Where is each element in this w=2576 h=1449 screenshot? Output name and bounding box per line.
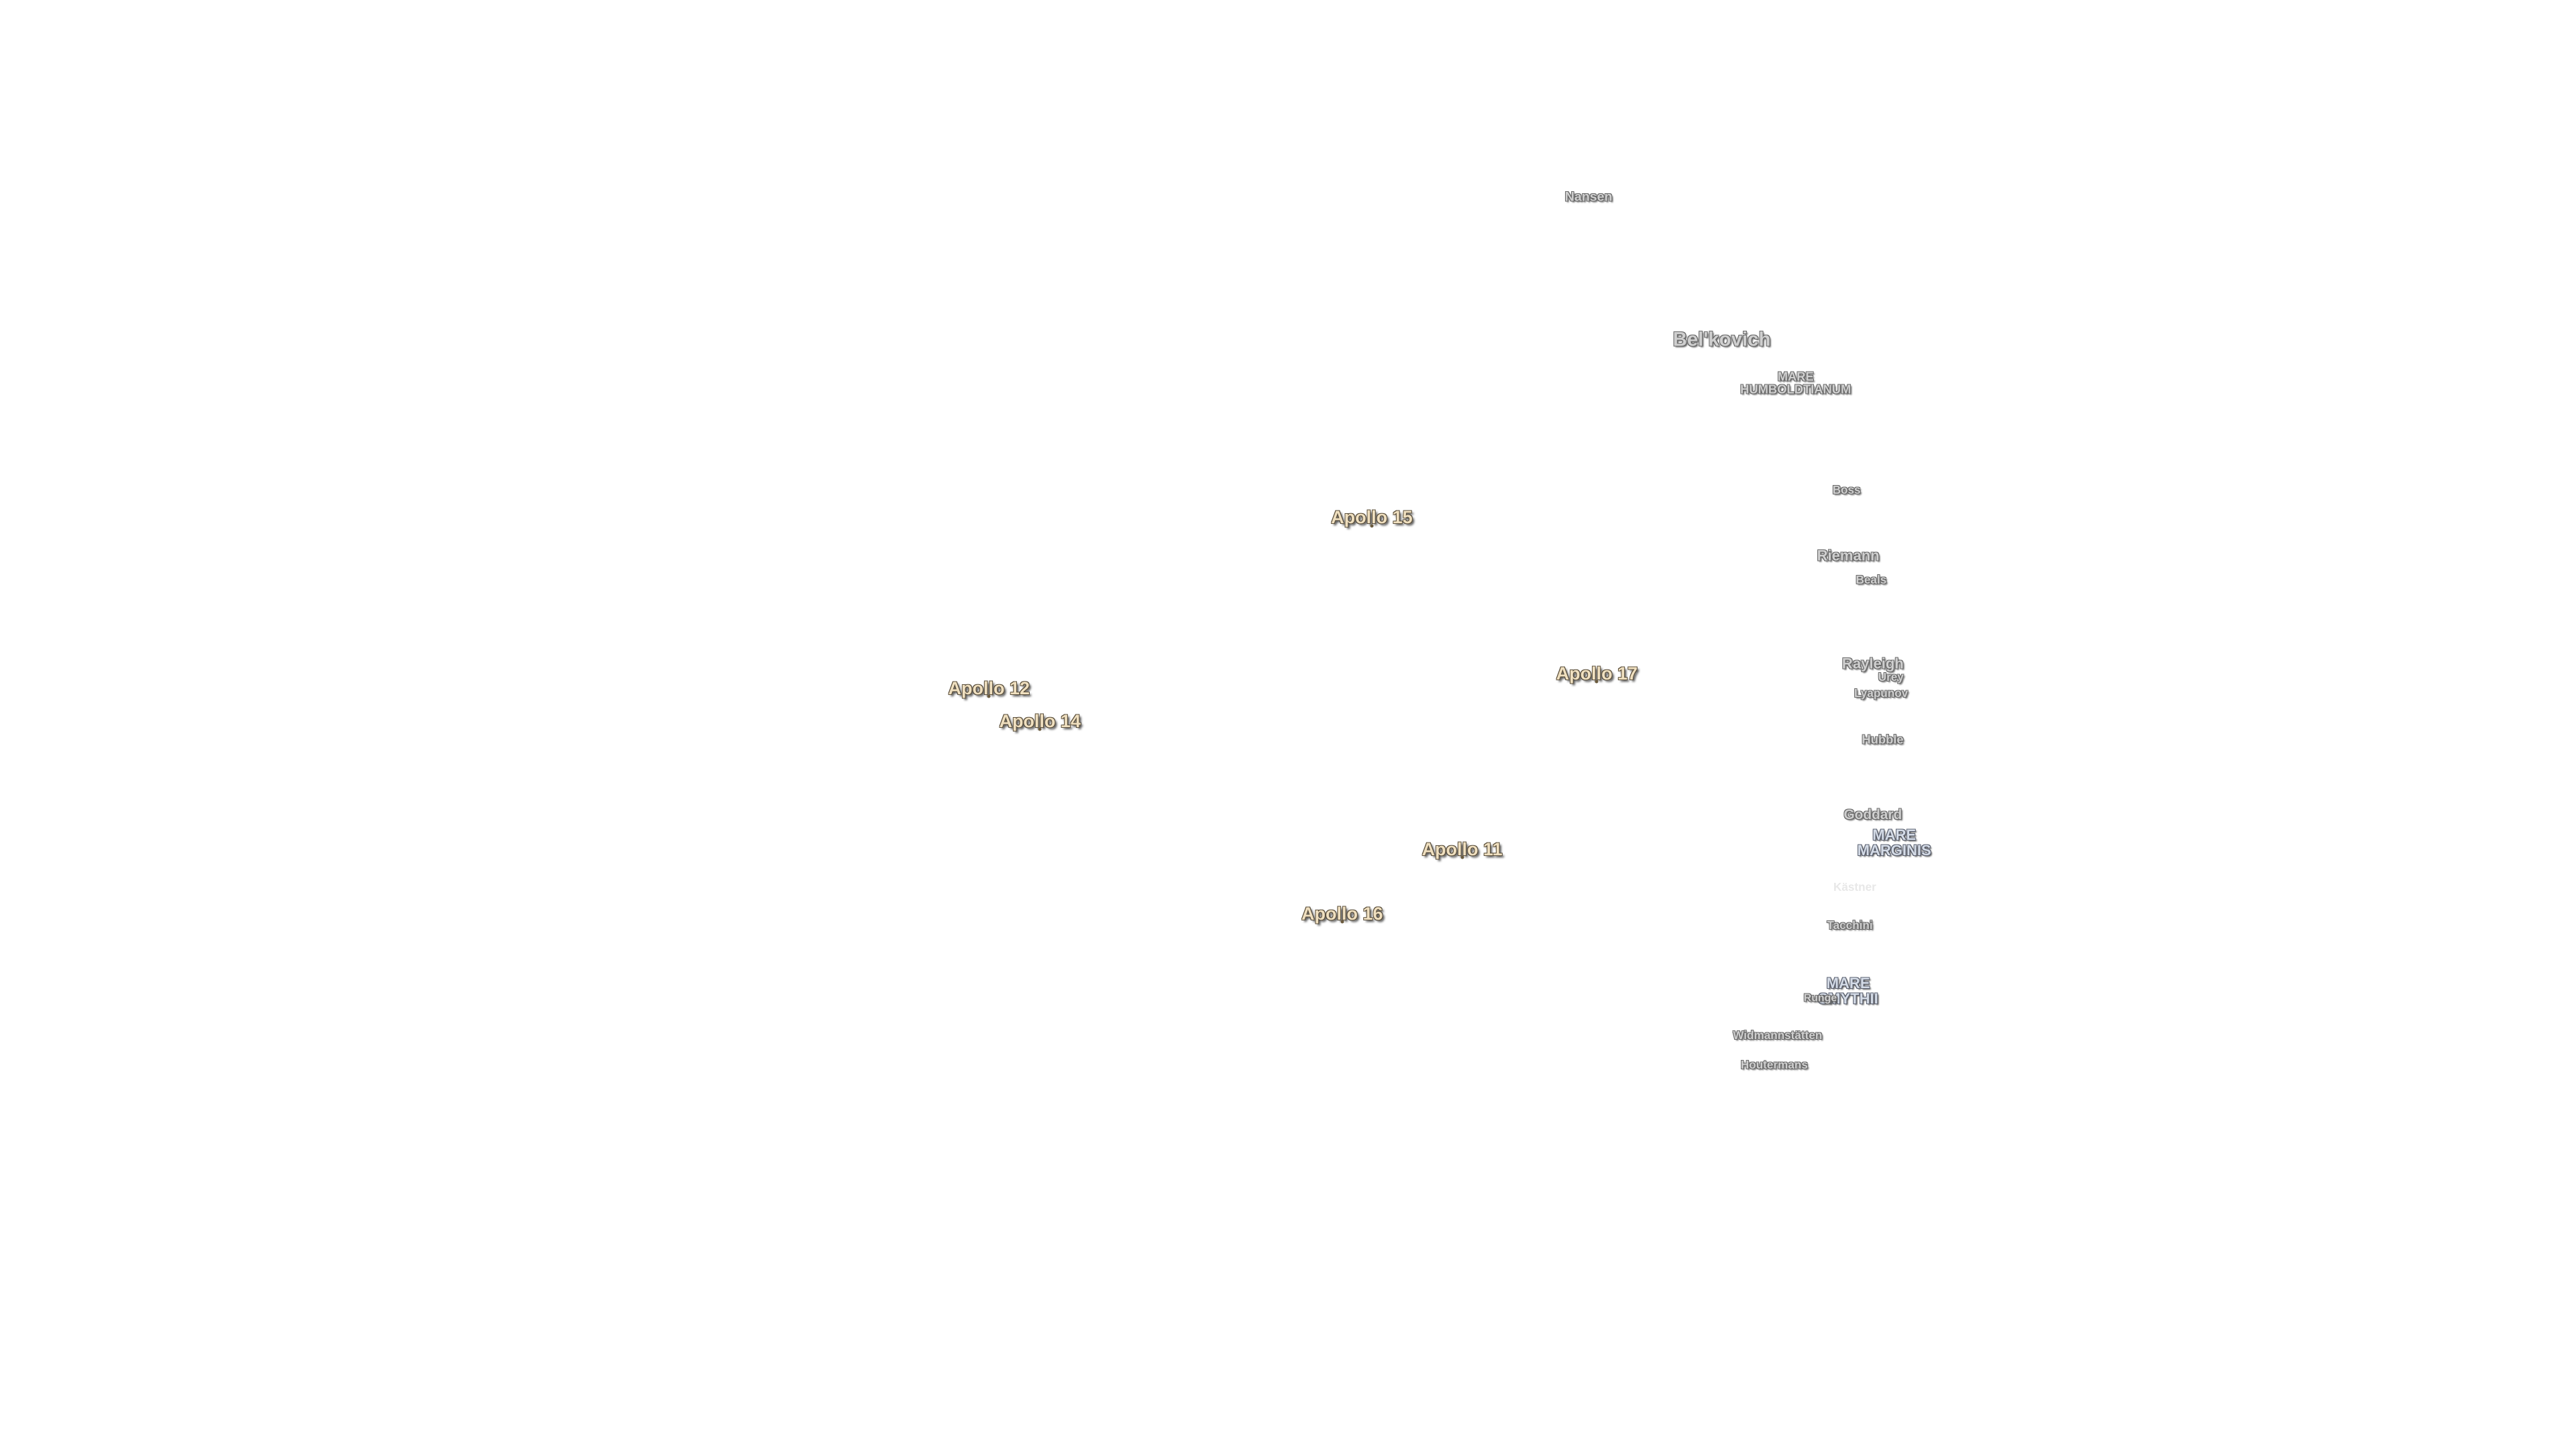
feature-label[interactable]: Beals (1856, 574, 1887, 586)
apollo-site-label[interactable]: Apollo 14 (999, 710, 1081, 731)
feature-label-line: Boss (1832, 482, 1861, 496)
site-marker (1370, 524, 1374, 528)
feature-label-line: Urey (1878, 669, 1904, 684)
feature-label[interactable]: MARE MARGINIS (1858, 827, 1931, 858)
feature-label-line: Rayleigh (1841, 655, 1904, 672)
feature-label[interactable]: Lyapunov (1854, 687, 1908, 699)
feature-label-line: Houtermans (1740, 1057, 1808, 1071)
feature-label-line: Goddard (1843, 806, 1902, 822)
feature-label[interactable]: Kästner (1833, 881, 1876, 893)
apollo-site-label[interactable]: Apollo 16 (1301, 903, 1383, 924)
feature-label[interactable]: Hubble (1862, 732, 1904, 747)
feature-label-line: Kästner (1833, 880, 1876, 894)
apollo-site-label[interactable]: Apollo 12 (948, 678, 1030, 698)
feature-label[interactable]: Nansen (1565, 191, 1613, 205)
feature-label[interactable]: MARE HUMBOLDTIANUM (1740, 370, 1851, 396)
feature-label-line: Tacchini (1827, 918, 1873, 932)
apollo-site-label[interactable]: Apollo 17 (1556, 663, 1638, 684)
feature-label[interactable]: Rayleigh (1842, 656, 1904, 672)
feature-label[interactable]: Widmannstätten (1733, 1029, 1822, 1041)
feature-label-line: Runge (1803, 992, 1837, 1004)
feature-label[interactable]: MARE SMYTHII (1818, 975, 1878, 1006)
feature-label-line: MARE (1826, 974, 1870, 991)
feature-label-line: SMYTHII (1818, 989, 1878, 1007)
apollo-site-label[interactable]: Apollo 15 (1331, 507, 1413, 528)
feature-label-line: Bel'kovich (1672, 328, 1771, 351)
feature-label[interactable]: Goddard (1843, 806, 1902, 822)
site-marker (987, 694, 991, 698)
site-marker (1460, 855, 1464, 859)
feature-label-line: Lyapunov (1854, 686, 1909, 700)
apollo-site-label[interactable]: Apollo 11 (1421, 839, 1503, 859)
feature-label[interactable]: Houtermans (1741, 1059, 1808, 1071)
feature-label[interactable]: Urey (1878, 671, 1904, 683)
feature-label-line: Widmannstätten (1733, 1028, 1823, 1042)
feature-label[interactable]: Boss (1833, 484, 1861, 496)
feature-label-line: Beals (1856, 573, 1887, 587)
feature-label[interactable]: Bel'kovich (1672, 328, 1771, 351)
feature-label-line: MARE (1872, 826, 1917, 844)
feature-label[interactable]: Tacchini (1827, 919, 1872, 931)
feature-label-line: MARE (1777, 369, 1814, 384)
feature-label-line: Hubble (1862, 732, 1904, 747)
site-marker (1038, 727, 1042, 731)
site-marker (1595, 680, 1599, 684)
feature-label-line: Riemann (1817, 547, 1880, 564)
site-marker (1340, 920, 1344, 924)
feature-label-line: Nansen (1564, 189, 1613, 205)
feature-label-line: MARGINIS (1857, 842, 1931, 859)
feature-label-line: HUMBOLDTIANUM (1740, 382, 1851, 396)
feature-label[interactable]: Riemann (1817, 547, 1880, 563)
feature-label[interactable]: Runge (1803, 992, 1837, 1005)
